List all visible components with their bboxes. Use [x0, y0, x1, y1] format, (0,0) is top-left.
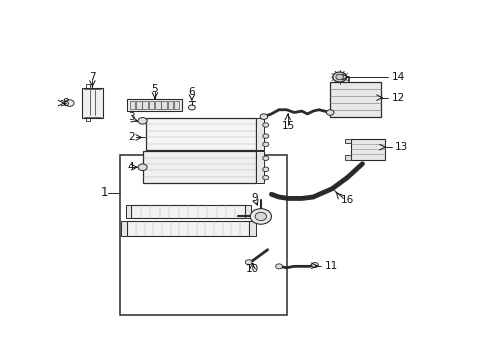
Text: 16: 16: [340, 195, 353, 205]
Text: 3: 3: [128, 112, 134, 122]
Bar: [120, 156, 286, 315]
Bar: [248, 221, 255, 236]
Bar: [127, 221, 248, 236]
Circle shape: [255, 212, 266, 221]
Circle shape: [275, 264, 282, 269]
Circle shape: [138, 164, 147, 171]
Bar: [345, 156, 350, 159]
Bar: [146, 118, 256, 150]
Circle shape: [335, 74, 343, 80]
Text: 1: 1: [101, 186, 108, 199]
Text: 8: 8: [62, 98, 69, 108]
Circle shape: [332, 72, 346, 82]
Text: 7: 7: [89, 72, 96, 82]
Circle shape: [262, 134, 268, 138]
Text: 4: 4: [127, 162, 134, 172]
Bar: [173, 101, 179, 109]
Circle shape: [311, 262, 318, 267]
Text: 10: 10: [245, 264, 259, 274]
Bar: [329, 82, 381, 117]
Circle shape: [250, 209, 271, 224]
Bar: [244, 205, 250, 218]
Text: 5: 5: [151, 84, 158, 94]
Bar: [82, 87, 102, 118]
Circle shape: [262, 167, 268, 172]
Bar: [350, 139, 385, 159]
Bar: [256, 151, 264, 183]
Bar: [85, 118, 89, 121]
Bar: [136, 101, 142, 109]
Bar: [161, 101, 166, 109]
Bar: [167, 101, 173, 109]
Circle shape: [325, 110, 333, 115]
Circle shape: [262, 175, 268, 180]
Circle shape: [138, 117, 147, 124]
Circle shape: [188, 105, 195, 110]
Bar: [121, 221, 127, 236]
Text: 13: 13: [394, 142, 407, 152]
Circle shape: [65, 100, 74, 107]
Bar: [155, 101, 160, 109]
Text: 14: 14: [391, 72, 405, 82]
Circle shape: [262, 142, 268, 147]
Bar: [142, 151, 256, 183]
Bar: [131, 205, 244, 218]
Bar: [85, 84, 89, 87]
Circle shape: [262, 123, 268, 127]
Text: 15: 15: [281, 121, 295, 131]
Bar: [125, 205, 131, 218]
Text: 12: 12: [391, 93, 405, 103]
Circle shape: [262, 156, 268, 161]
Bar: [129, 101, 135, 109]
Bar: [127, 99, 182, 111]
Circle shape: [260, 114, 267, 120]
Circle shape: [245, 260, 252, 265]
Text: 2: 2: [128, 132, 134, 143]
Text: 9: 9: [250, 193, 257, 203]
Bar: [345, 139, 350, 143]
Text: 11: 11: [324, 261, 337, 271]
Bar: [142, 101, 147, 109]
Text: 6: 6: [188, 87, 195, 97]
Bar: [256, 118, 264, 150]
Bar: [148, 101, 154, 109]
